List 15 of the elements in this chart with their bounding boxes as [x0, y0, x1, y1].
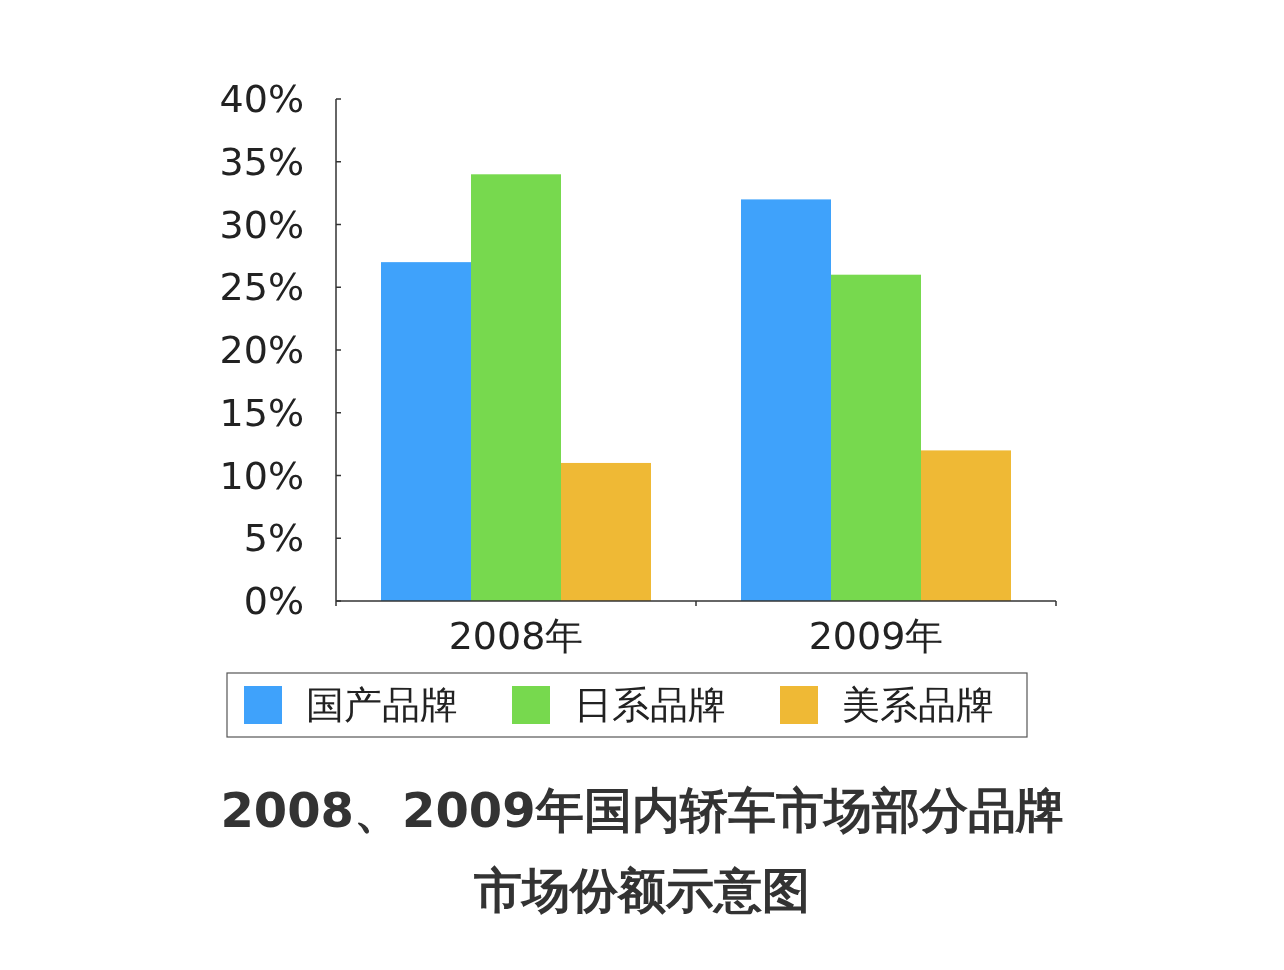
- legend-label: 日系品牌: [574, 683, 726, 727]
- y-tick-label: 0%: [243, 579, 304, 623]
- x-tick-label: 2009年: [808, 614, 944, 658]
- y-tick-label: 30%: [219, 202, 304, 247]
- legend-label: 国产品牌: [306, 683, 458, 727]
- x-tick-label: 2008年: [448, 614, 584, 658]
- y-tick-label: 20%: [219, 328, 304, 372]
- y-tick-label: 25%: [219, 265, 304, 310]
- y-tick-label: 35%: [219, 139, 304, 184]
- y-tick-label: 10%: [219, 453, 304, 498]
- y-tick-label: 15%: [219, 390, 304, 435]
- y-tick-label: 40%: [219, 77, 304, 121]
- text: 2008、2009年国内轿车市场部分品牌市场份额示意图: [219, 781, 1065, 920]
- y-tick-label: 5%: [243, 516, 304, 561]
- legend-label: 美系品牌: [842, 683, 994, 727]
